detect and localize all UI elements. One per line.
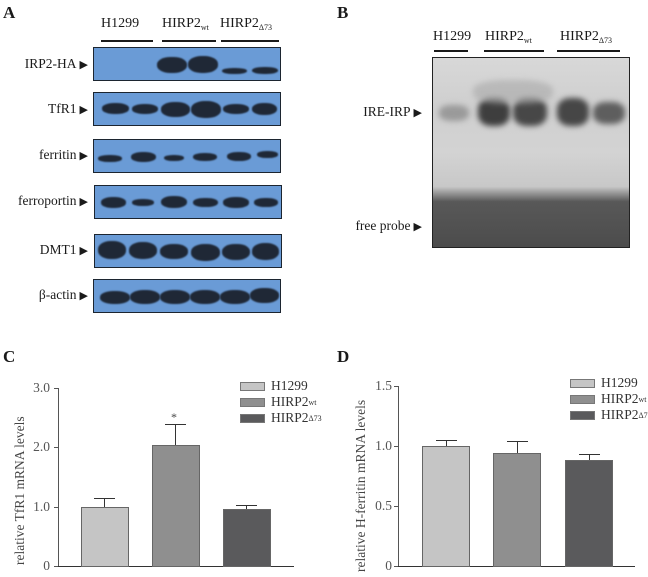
panel-d-y-axis-label: relative H-ferritin mRNA levels [353,399,368,572]
panel-c-bar-hirp2-wt [152,445,200,567]
panel-c-legend-hirp2-d73: HIRP2 Δ73 [240,410,322,426]
panel-c-tick-label: 3.0 [33,380,50,395]
gel-label-ire-irp: IRE-IRP ▶ [363,104,422,119]
panel-b-letter: B [337,3,349,22]
panel-c-letter: C [3,347,16,366]
panel-d-error-cap [507,441,528,442]
emsa-gel [432,57,630,248]
panel-d-tick [394,446,398,447]
panel-a-group-underline [221,40,279,42]
blot-ferritin [93,139,281,173]
panel-d-error-cap [436,440,457,441]
panel-a-group-underline [162,40,216,42]
panel-c-error-cap [236,505,257,506]
panel-b-group-hirp2-d73: HIRP2Δ73 [560,29,613,45]
legend-swatch [570,394,595,404]
legend-swatch [570,378,595,388]
panel-c-tick-label: 0 [43,558,50,573]
panel-c-legend-hirp2-wt: HIRP2 wt [240,394,317,410]
panel-c-legend-h1299: H1299 [240,378,308,394]
gel-label-free-probe: free probe ▶ [355,218,422,233]
arrow-right-icon: ▶ [79,290,88,302]
panel-c-tick-label: 1.0 [33,499,50,514]
panel-a-group-h1299: H1299 [101,16,140,31]
row-label-irp2-ha: IRP2-HA ▶ [24,56,88,71]
significance-asterisk: * [171,410,177,424]
panel-d-error-bar [446,440,447,446]
arrow-right-icon: ▶ [413,221,422,233]
panel-c-tick [54,507,58,508]
panel-d-legend-hirp2-d73: HIRP2Δ73 [570,407,648,423]
panel-a-group-underline [101,40,153,42]
panel-d-tick-label: 0.5 [375,498,392,513]
panel-b-group-h1299: H1299 [433,29,472,44]
legend-swatch [240,381,265,391]
panel-c-bar-h1299 [81,507,129,567]
panel-d-tick-label: 0 [385,558,392,573]
panel-d-tick-label: 1.5 [375,378,392,393]
arrow-right-icon: ▶ [79,245,88,257]
row-label-ferritin: ferritin ▶ [39,147,88,162]
panel-d-bar-hirp2-d73 [565,460,613,567]
panel-c-tick [54,447,58,448]
panel-d-tick [394,566,398,567]
panel-d-tick-label: 1.0 [375,438,392,453]
panel-d-legend-h1299: H1299 [570,375,638,391]
panel-c-tick [54,566,58,567]
panel-d-error-bar [589,454,590,461]
blot-tfr1 [93,92,281,126]
blot-beta-actin [93,279,281,313]
legend-swatch [240,413,265,423]
panel-c-bar-hirp2-d73 [223,509,271,567]
panel-c-y-axis [58,388,59,567]
panel-a-letter: A [3,3,16,22]
panel-c-tick [54,388,58,389]
panel-d-error-bar [517,441,518,454]
panel-d-error-cap [579,454,600,455]
blot-irp2-ha [93,47,281,81]
panel-d-bar-hirp2-wt [493,453,541,567]
panel-d-y-axis [398,386,399,567]
panel-d-legend-hirp2-wt: HIRP2 wt [570,391,647,407]
panel-d-letter: D [337,347,350,366]
blot-ferroportin [94,185,282,219]
row-label-dmt1: DMT1 ▶ [39,242,88,257]
panel-c-tick-label: 2.0 [33,439,50,454]
panel-d-bar-h1299 [422,446,470,567]
panel-b-group-hirp2-wt: HIRP2wt [485,29,532,45]
panel-d-tick [394,386,398,387]
panel-c-error-cap [94,498,115,499]
panel-b-group-underline [434,50,468,52]
arrow-right-icon: ▶ [79,150,88,162]
row-label-beta-actin: β-actin ▶ [38,287,88,302]
panel-a-group-hirp2-d73: HIRP2Δ73 [220,16,273,32]
panel-c-error-bar [175,424,176,445]
row-label-ferroportin: ferroportin ▶ [18,193,88,208]
panel-b-group-underline [484,50,544,52]
row-label-tfr1: TfR1 ▶ [48,101,88,116]
panel-c-error-cap [165,424,186,425]
panel-c-error-bar [104,498,105,507]
arrow-right-icon: ▶ [79,196,88,208]
arrow-right-icon: ▶ [413,107,422,119]
panel-c-error-bar [246,505,247,509]
panel-d-tick [394,506,398,507]
arrow-right-icon: ▶ [79,59,88,71]
legend-swatch [240,397,265,407]
legend-swatch [570,410,595,420]
blot-dmt1 [94,234,282,268]
arrow-right-icon: ▶ [79,104,88,116]
panel-b-group-underline [557,50,620,52]
panel-a-group-hirp2-wt: HIRP2wt [162,16,209,32]
